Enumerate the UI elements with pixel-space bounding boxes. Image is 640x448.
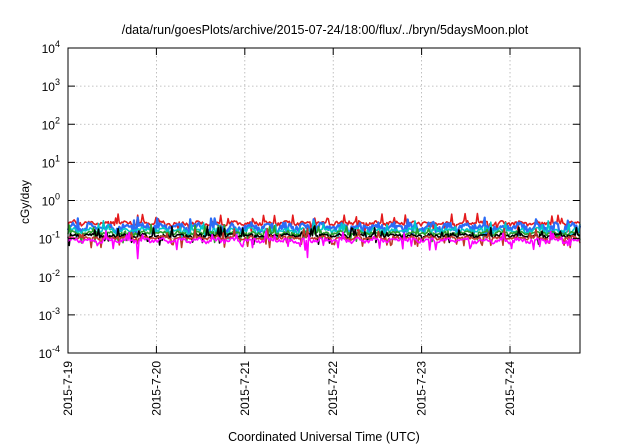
series-line bbox=[67, 227, 581, 249]
grid bbox=[68, 48, 580, 353]
y-tick-label: 10-3 bbox=[39, 306, 60, 323]
y-tick-label: 100 bbox=[42, 192, 60, 209]
x-tick-label: 2015-7-23 bbox=[415, 361, 429, 416]
plot-lines bbox=[66, 212, 582, 260]
series-line bbox=[67, 230, 581, 260]
x-tick-label: 2015-7-21 bbox=[238, 361, 252, 416]
x-tick-label: 2015-7-24 bbox=[503, 361, 517, 416]
y-tick-label: 10-1 bbox=[39, 230, 60, 247]
y-axis-label: cGy/day bbox=[18, 180, 32, 224]
y-tick-label: 10-4 bbox=[39, 344, 60, 361]
y-tick-label: 103 bbox=[42, 77, 60, 94]
y-tick-label: 101 bbox=[42, 153, 60, 170]
chart-title: /data/run/goesPlots/archive/2015-07-24/1… bbox=[122, 23, 529, 37]
y-tick-label: 102 bbox=[42, 115, 60, 132]
x-tick-label: 2015-7-22 bbox=[326, 361, 340, 416]
x-axis-label: Coordinated Universal Time (UTC) bbox=[228, 430, 420, 444]
x-axis: 2015-7-19 2015-7-20 2015-7-21 2015-7-22 2015… bbox=[61, 48, 517, 416]
y-axis: 10-4 10-3 10-2 10-1 100 101 102 103 104 bbox=[39, 39, 580, 361]
y-tick-label: 104 bbox=[42, 39, 60, 56]
x-tick-label: 2015-7-20 bbox=[149, 361, 163, 416]
x-tick-label: 2015-7-19 bbox=[61, 361, 75, 416]
y-tick-label: 10-2 bbox=[39, 268, 60, 285]
